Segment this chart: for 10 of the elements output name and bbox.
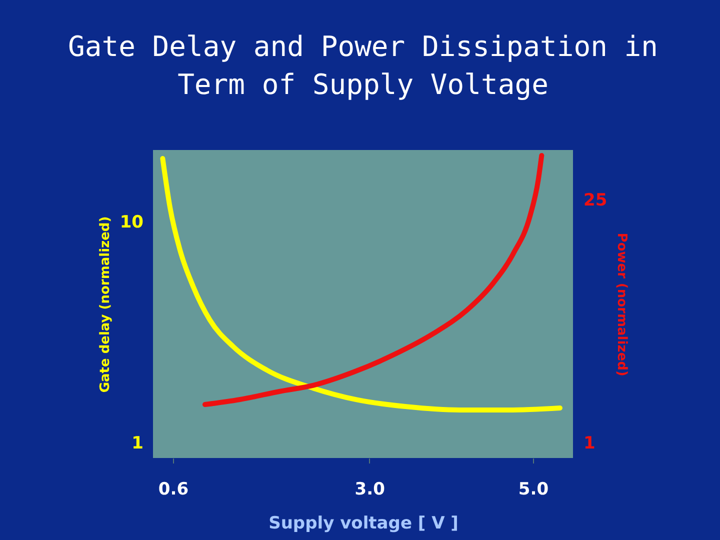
y-tick-label: 10 bbox=[120, 212, 144, 233]
x-tick-label: 0.6 bbox=[158, 480, 189, 500]
y2-tick-label: 1 bbox=[584, 434, 596, 454]
chart-title: Gate Delay and Power Dissipation in Term of Supply Voltage bbox=[68, 30, 658, 101]
x-tick-label: 5.0 bbox=[518, 480, 549, 500]
x-tick-label: 3.0 bbox=[354, 480, 386, 500]
y-axis-title: Gate delay (normalized) bbox=[98, 216, 113, 393]
y2-tick-label: 25 bbox=[584, 190, 608, 211]
y2-axis-title: Power (normalized) bbox=[614, 232, 630, 376]
x-axis-title: Supply voltage [ V ] bbox=[268, 514, 458, 534]
